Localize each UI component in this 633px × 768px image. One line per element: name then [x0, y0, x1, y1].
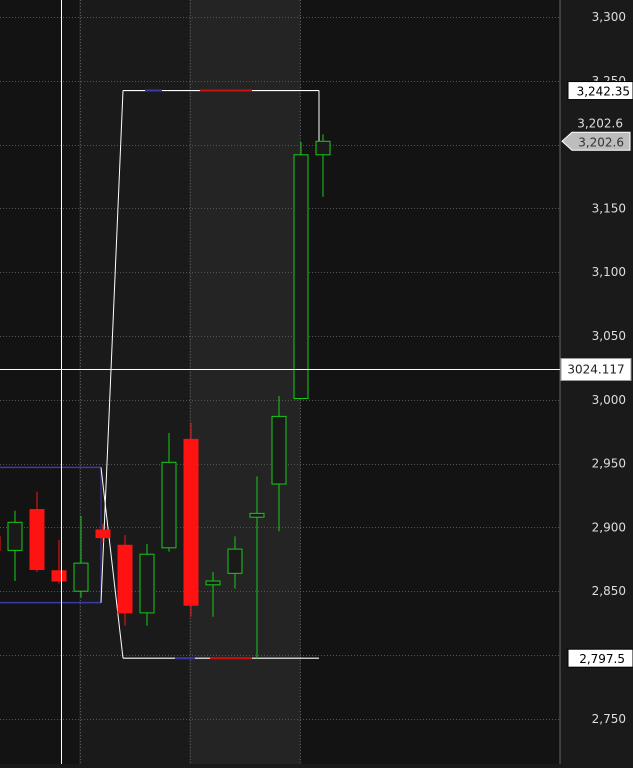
last-price-tag-bg	[561, 131, 631, 151]
candle	[315, 134, 331, 197]
high-price-tag-bg	[567, 81, 633, 101]
candle	[117, 535, 133, 626]
candle-body-up	[315, 140, 331, 156]
y-tick-label: 2,900	[592, 520, 626, 534]
candle	[271, 395, 287, 532]
candle	[95, 523, 111, 543]
y-tick-label: 2,750	[592, 712, 626, 726]
pattern-diagonal	[100, 90, 124, 603]
candle	[7, 510, 23, 581]
candle-body-down	[29, 509, 45, 571]
candle-body-down	[117, 544, 133, 614]
background-band	[0, 0, 80, 764]
y-tick-label: 3,300	[592, 10, 626, 24]
y-tick-label: 2,950	[592, 457, 626, 471]
candle-body-down	[95, 529, 111, 539]
crosshair	[0, 0, 560, 764]
pattern-drawing	[0, 89, 320, 660]
y-tick-label: 2,850	[592, 584, 626, 598]
candle-body-down	[183, 438, 199, 606]
y-tick-label: 3,150	[592, 201, 626, 215]
candle-body-up	[73, 562, 89, 592]
candle	[51, 540, 67, 584]
high-price-tag: 3,242.35	[577, 85, 630, 99]
candle-body-down	[51, 570, 67, 582]
candle-body-up	[227, 548, 243, 574]
candle-body-up	[205, 580, 221, 586]
candle	[29, 491, 45, 573]
crosshair-price-tag-bg	[560, 358, 632, 381]
y-tick-label: 3,000	[592, 393, 626, 407]
low-price-tag: 2,797.5	[579, 652, 625, 666]
candle-body-up	[139, 553, 155, 614]
crosshair-price-tag: 3024.117	[567, 363, 624, 377]
candle-body-up	[293, 154, 309, 400]
candles	[0, 134, 331, 659]
candle	[227, 536, 243, 589]
candle	[249, 476, 265, 659]
y-tick-label: 3,100	[592, 265, 626, 279]
candle-body-up	[249, 512, 265, 518]
candle	[139, 543, 155, 626]
candle-body-up	[161, 461, 177, 549]
y-tick-label: 3,050	[592, 329, 626, 343]
candle	[161, 432, 177, 552]
price-tags: 3,242.35 2,797.5 3,202.6 3,202.6 3024.117	[560, 81, 633, 668]
candle-body-up	[7, 521, 23, 551]
candle	[205, 572, 221, 617]
candle	[293, 142, 309, 400]
candle	[183, 422, 199, 617]
pattern-diagonal	[100, 467, 124, 659]
candle-body-up	[271, 415, 287, 485]
last-price-tag: 3,202.6	[578, 135, 624, 149]
background-band	[300, 0, 560, 764]
low-price-tag-bg	[567, 648, 633, 668]
last-price-label: 3,202.6	[577, 116, 623, 130]
background-band	[190, 0, 300, 764]
candle	[73, 515, 89, 598]
